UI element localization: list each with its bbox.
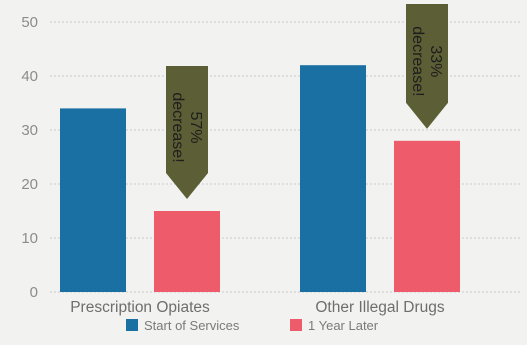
y-tick-label: 40 bbox=[21, 68, 38, 85]
bar-start-0 bbox=[60, 108, 126, 293]
y-tick-label: 10 bbox=[21, 230, 38, 247]
callout-label: decrease! bbox=[409, 26, 426, 96]
y-tick-label: 30 bbox=[21, 122, 38, 139]
decrease-callout-arrow bbox=[406, 4, 448, 129]
callout-percent: 33% bbox=[427, 45, 444, 77]
bar-later-0 bbox=[154, 211, 220, 292]
bar-later-1 bbox=[394, 140, 460, 292]
y-tick-label: 20 bbox=[21, 176, 38, 193]
legend-label: Start of Services bbox=[144, 318, 240, 333]
y-tick-label: 50 bbox=[21, 14, 38, 31]
decrease-callout-arrow bbox=[166, 66, 208, 199]
callout-label: decrease! bbox=[169, 92, 186, 162]
legend-swatch-1 bbox=[290, 319, 302, 331]
x-category-label: Prescription Opiates bbox=[70, 299, 210, 316]
legend-label: 1 Year Later bbox=[308, 318, 379, 333]
bar-start-1 bbox=[300, 65, 366, 292]
y-tick-label: 0 bbox=[30, 284, 38, 301]
decrease-callout-text: 33%decrease! bbox=[409, 26, 444, 96]
x-category-label: Other Illegal Drugs bbox=[315, 299, 444, 316]
decrease-callout-text: 57%decrease! bbox=[169, 92, 204, 162]
callout-percent: 57% bbox=[187, 111, 204, 143]
legend-swatch-0 bbox=[126, 319, 138, 331]
